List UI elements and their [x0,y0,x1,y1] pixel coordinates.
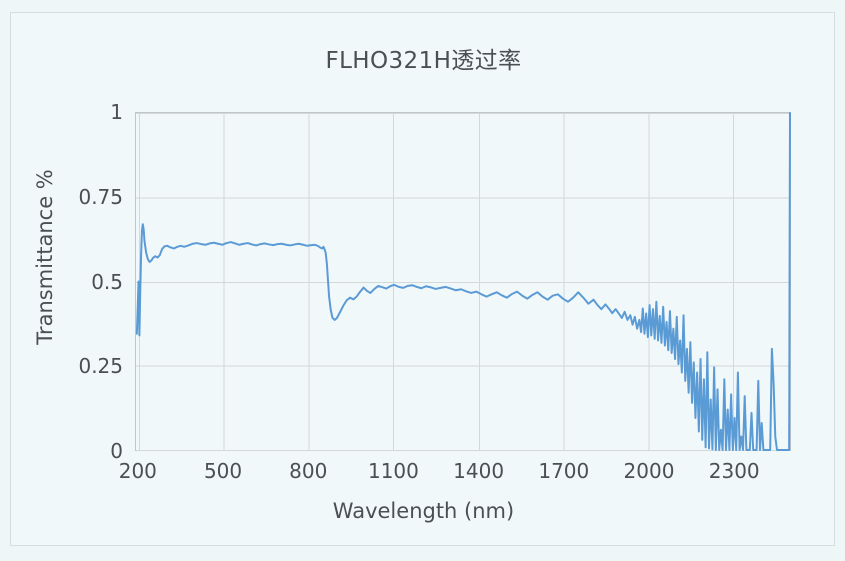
plot-area [135,112,791,451]
chart-title: FLHO321H透过率 [325,48,522,74]
x-tick-label: 1400 [453,459,505,483]
y-tick-label: 0.75 [78,184,123,209]
plot-area-wrapper [135,112,791,451]
x-tick-label: 1100 [367,459,419,483]
data-series-line [135,112,791,451]
data-series-layer [135,112,791,451]
y-tick-label: 0 [110,439,123,463]
x-tick-label: 500 [203,459,243,483]
y-tick-label: 0.5 [91,269,123,294]
x-tick-label: 800 [289,459,328,483]
x-tick-label: 2000 [623,459,675,483]
chart-card: FLHO321H透过率 Transmittance % 0 0.25 0.5 0.75… [10,12,835,546]
x-axis-tick-labels: 200 500 800 1100 1400 1700 2000 2300 [119,459,835,493]
y-axis-title: Transmittance % [33,169,57,345]
x-tick-label: 1700 [538,459,590,483]
y-tick-label: 0.25 [78,354,123,379]
x-tick-label: 2300 [708,459,760,483]
y-tick-label: 1 [110,100,123,124]
gridlines [136,113,790,451]
y-axis-tick-labels: 0 0.25 0.5 0.75 1 [55,100,123,463]
x-tick-label: 200 [118,459,157,483]
x-axis-title: Wavelength (nm) [332,499,515,523]
